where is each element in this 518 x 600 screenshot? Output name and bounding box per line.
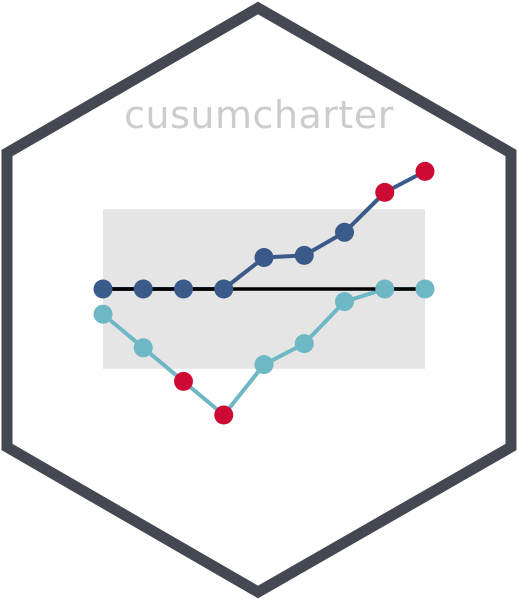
cusum-chart: [93, 161, 435, 425]
upper-cusum-point: [214, 279, 234, 299]
upper-cusum-point-out-of-control: [415, 161, 435, 181]
lower-cusum-point-out-of-control: [214, 405, 234, 425]
lower-cusum-point: [93, 304, 113, 324]
lower-cusum-point: [415, 279, 435, 299]
lower-cusum-point: [375, 279, 395, 299]
upper-cusum-point: [254, 248, 274, 267]
upper-cusum-point: [174, 279, 193, 299]
logo-title: cusumcharter: [124, 93, 394, 137]
upper-cusum-point: [335, 222, 354, 242]
upper-cusum-point: [294, 245, 314, 265]
lower-cusum-point: [133, 338, 153, 358]
lower-cusum-point-out-of-control: [174, 371, 193, 391]
lower-cusum-point: [335, 292, 354, 312]
lower-cusum-point: [254, 355, 274, 375]
upper-cusum-point: [133, 279, 153, 299]
lower-cusum-point: [294, 334, 314, 354]
upper-cusum-point-out-of-control: [375, 182, 395, 202]
upper-cusum-point: [93, 279, 113, 299]
